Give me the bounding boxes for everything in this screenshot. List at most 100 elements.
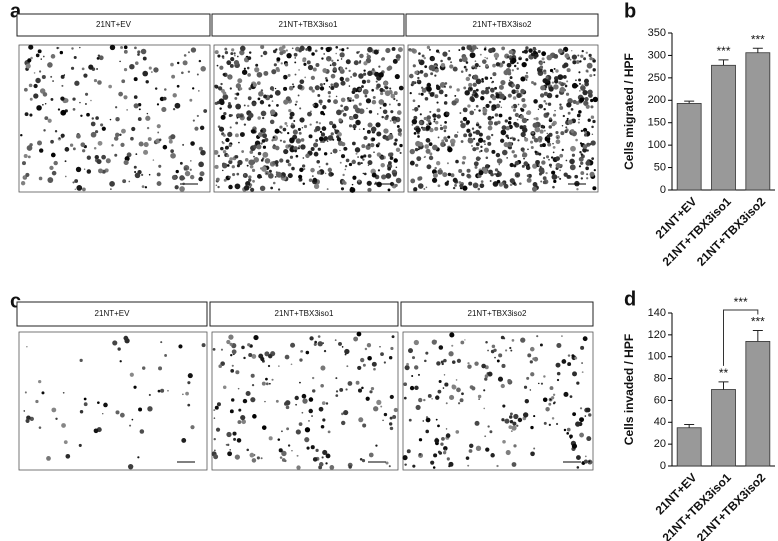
cell [335, 390, 339, 393]
cell [379, 346, 381, 348]
cell [380, 155, 385, 160]
cell [520, 109, 523, 111]
cell [438, 345, 444, 350]
cell [50, 75, 53, 78]
cell [280, 62, 283, 65]
cell [419, 70, 424, 74]
cell [36, 105, 42, 111]
cell [267, 364, 271, 368]
cell [158, 138, 162, 142]
cell [487, 86, 491, 90]
cell [556, 342, 562, 348]
cell [525, 46, 529, 50]
image-header-label: 21NT+TBX3iso1 [279, 20, 338, 29]
image-header [16, 13, 211, 37]
cell [590, 98, 594, 103]
cell [470, 97, 475, 103]
cell [457, 402, 461, 405]
cell [363, 154, 367, 158]
cell [148, 393, 151, 396]
image-header [211, 13, 405, 37]
cell [198, 59, 202, 63]
cell [341, 48, 345, 52]
cell [368, 452, 374, 458]
cell [251, 383, 255, 387]
cell [217, 185, 220, 189]
cell [353, 128, 356, 131]
cell [123, 68, 128, 72]
cell [347, 99, 350, 102]
bar [745, 341, 771, 467]
cell [367, 122, 373, 128]
cell [248, 159, 255, 166]
cell [437, 450, 441, 454]
cell [446, 457, 450, 461]
cell [243, 123, 247, 126]
y-tick-label: 0 [660, 184, 666, 196]
cell [299, 107, 302, 110]
cell [483, 169, 488, 175]
cell [109, 118, 112, 121]
cell [283, 148, 289, 155]
cell [404, 463, 407, 466]
cell [513, 164, 517, 168]
cell [367, 160, 373, 166]
cell [454, 94, 457, 97]
cell [556, 371, 561, 376]
cell [466, 168, 471, 173]
cell [343, 410, 349, 416]
cell [461, 392, 464, 396]
cell [86, 155, 91, 160]
cell [473, 137, 476, 140]
cell [475, 156, 481, 162]
cell [536, 335, 539, 338]
cell [283, 74, 288, 80]
cell [141, 173, 144, 177]
cell [335, 377, 338, 380]
cell [97, 54, 101, 57]
cell [546, 132, 548, 135]
cell [530, 145, 534, 149]
cell [256, 144, 262, 150]
cell [391, 116, 398, 122]
cell [525, 71, 529, 74]
cell [472, 89, 477, 94]
cell [322, 105, 327, 110]
cell [134, 172, 141, 179]
cell [545, 155, 550, 159]
cell [55, 417, 58, 420]
cell [81, 67, 85, 71]
cell [282, 140, 286, 144]
cell [567, 354, 571, 357]
cell [42, 103, 44, 106]
cell [447, 56, 451, 61]
cell [241, 150, 245, 153]
cell [522, 412, 529, 418]
cell [579, 60, 582, 63]
cell [345, 77, 350, 82]
cell [141, 185, 145, 188]
cell [445, 402, 448, 405]
cell [540, 85, 546, 91]
cell [579, 90, 581, 92]
cell [216, 402, 221, 407]
cell [223, 111, 227, 116]
cell [260, 54, 263, 58]
cell [362, 423, 367, 428]
cell [333, 99, 338, 105]
cell [158, 164, 162, 168]
cell [148, 173, 151, 176]
cell [459, 183, 464, 188]
cell [440, 141, 446, 148]
cell [348, 85, 351, 87]
cell [531, 135, 536, 140]
cell [278, 46, 284, 52]
cell [49, 165, 54, 171]
cell [383, 80, 389, 86]
cell [236, 55, 239, 58]
cell [298, 69, 300, 71]
cell [484, 56, 486, 59]
cell [357, 179, 361, 183]
cell [418, 438, 423, 442]
cell [301, 411, 304, 414]
